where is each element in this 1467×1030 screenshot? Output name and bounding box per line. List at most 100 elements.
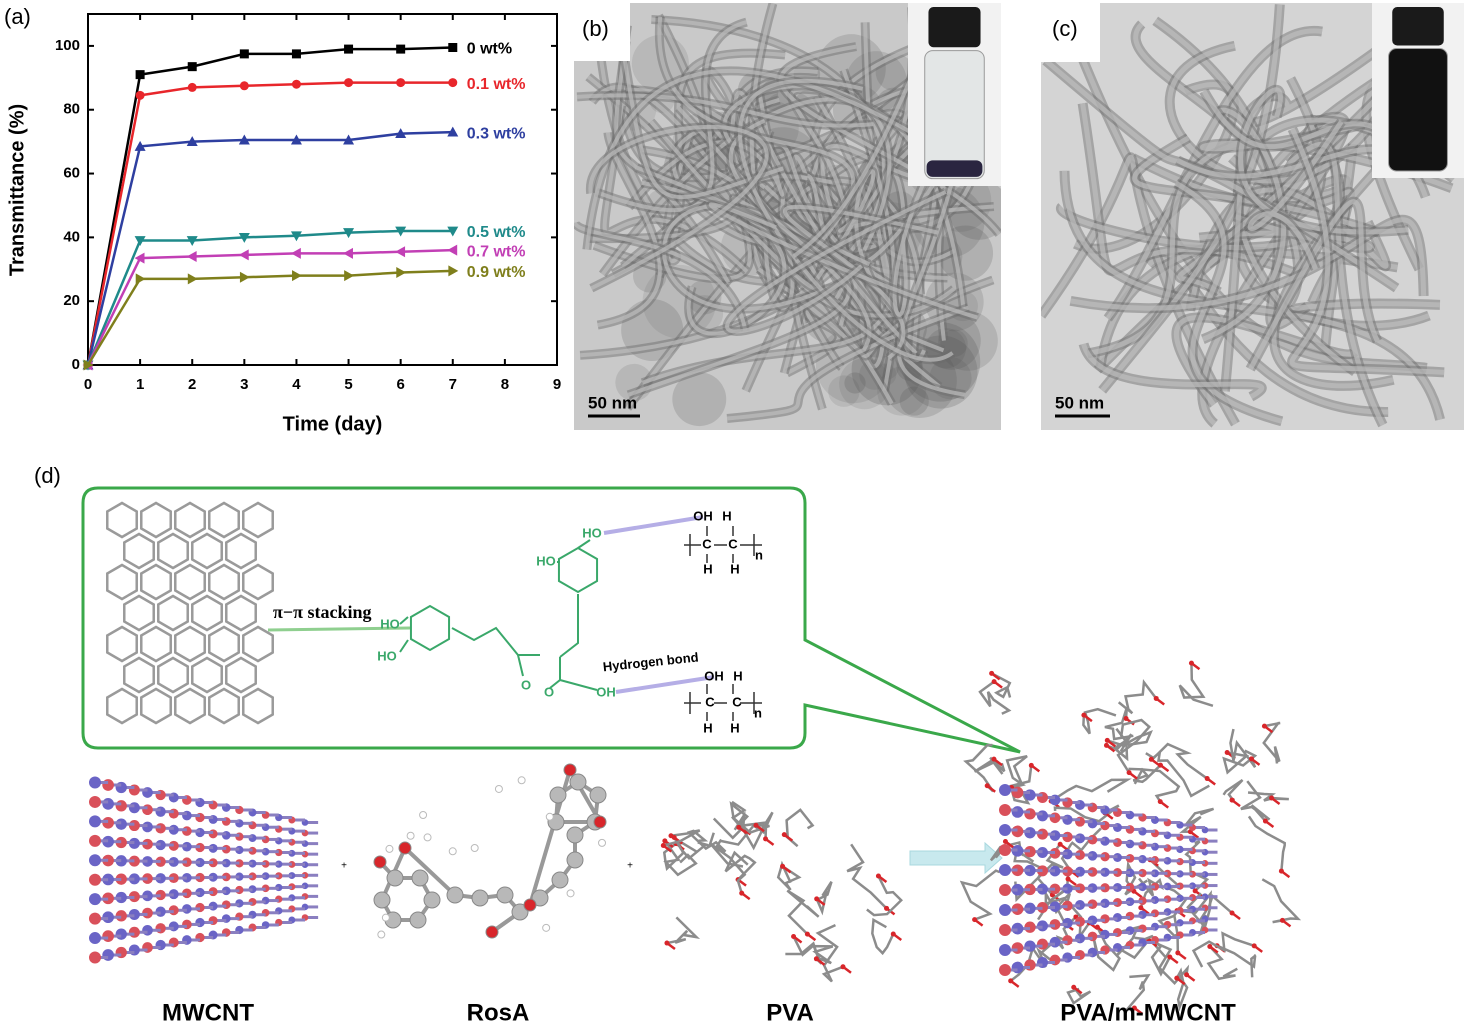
marker — [238, 249, 249, 261]
tem-cluster — [938, 311, 998, 371]
nanotube-core — [729, 90, 918, 355]
nanotube-core — [1238, 87, 1409, 235]
nanotube-core — [728, 118, 872, 352]
ball-model — [999, 784, 1218, 976]
atom-label: H — [722, 508, 731, 523]
h-atom — [517, 776, 526, 785]
atom — [1037, 810, 1048, 822]
o-bond — [1155, 697, 1165, 706]
h-atom — [419, 811, 428, 820]
y-tick-label: 100 — [55, 37, 80, 54]
hexagon — [106, 501, 138, 539]
marker — [447, 126, 459, 137]
o-bond — [1133, 1007, 1144, 1016]
hexagon — [225, 656, 257, 694]
polymer-chain — [1106, 727, 1153, 747]
o-bond — [781, 865, 792, 874]
nanotube-core — [590, 85, 844, 369]
tem-content — [574, 3, 1001, 430]
x-axis-label: Time (day) — [283, 413, 383, 435]
vial-cap — [928, 7, 981, 48]
atom-label: O — [544, 684, 554, 699]
o-bond — [1253, 944, 1263, 953]
h-atom — [406, 831, 415, 840]
nanotube-core — [1289, 127, 1445, 375]
hexagon — [123, 656, 155, 694]
atom-label: H — [703, 561, 712, 576]
nanotube-core — [584, 69, 963, 250]
label-box — [574, 3, 630, 61]
vial-sediment — [926, 160, 983, 177]
atom — [999, 884, 1011, 896]
atom — [89, 815, 101, 828]
o-bond — [993, 758, 1003, 767]
series-line — [86, 130, 453, 366]
marker — [343, 134, 355, 145]
marker — [187, 82, 197, 92]
polymer-chain — [720, 811, 774, 846]
atom — [999, 804, 1011, 816]
marker — [396, 266, 407, 278]
vial-body — [924, 50, 985, 180]
atom — [569, 773, 587, 791]
label-box — [1041, 3, 1100, 62]
o-bond — [1159, 764, 1170, 773]
polymer-chain — [1229, 728, 1257, 768]
o-bond — [1209, 945, 1219, 954]
series-label: 0.1 wt% — [467, 76, 526, 93]
h-atom — [598, 838, 607, 847]
marker — [344, 270, 355, 282]
atom-label: n — [755, 547, 763, 562]
polymer-chain — [709, 842, 747, 894]
atom — [1024, 940, 1036, 952]
hexagon — [174, 687, 206, 725]
o-bond — [1083, 714, 1093, 723]
nanotube-core — [1100, 4, 1283, 392]
y-tick-label: 80 — [63, 101, 80, 118]
marker — [134, 236, 146, 247]
h-atom — [494, 784, 503, 793]
hexagon — [123, 532, 155, 570]
nanotube-core — [726, 305, 970, 421]
atom — [471, 889, 489, 907]
scale-bar-label: 50 nm — [1055, 393, 1104, 412]
o-bond — [1140, 906, 1150, 915]
o-bond — [973, 918, 984, 927]
polymer-chain — [1014, 843, 1064, 903]
o-bond — [815, 957, 826, 966]
polymer-chain — [1216, 944, 1257, 978]
hexagon — [242, 687, 274, 725]
molecule-label: MWCNT — [162, 999, 254, 1026]
nanotube-core — [1247, 120, 1344, 270]
marker — [186, 236, 198, 247]
marker — [344, 44, 354, 54]
x-tick-label: 2 — [188, 376, 196, 393]
bond — [399, 639, 409, 653]
series-label: 0.5 wt% — [467, 224, 526, 241]
nanotube-core — [574, 221, 748, 332]
polymer-chain — [786, 889, 820, 935]
o-bond — [1189, 830, 1200, 839]
atom — [155, 806, 166, 817]
x-tick-label: 9 — [553, 376, 561, 393]
atom-label: C — [732, 694, 742, 709]
atom — [563, 763, 577, 777]
o-bond — [1231, 912, 1241, 921]
series-line — [86, 81, 453, 366]
atom — [89, 932, 101, 945]
polymer-chain — [1050, 778, 1132, 803]
atom — [551, 871, 569, 889]
atom — [999, 824, 1011, 836]
atom — [446, 886, 464, 904]
hexagon — [242, 625, 274, 663]
hexagon — [140, 501, 172, 539]
polymer-chain — [724, 850, 757, 881]
molecule-label: PVA/m-MWCNT — [1060, 999, 1236, 1026]
series-line — [86, 229, 453, 366]
hexagon — [140, 687, 172, 725]
atom — [549, 786, 567, 804]
rosa-model — [373, 763, 607, 939]
marker — [239, 271, 250, 283]
marker — [395, 128, 407, 139]
vial-body — [1388, 48, 1448, 172]
